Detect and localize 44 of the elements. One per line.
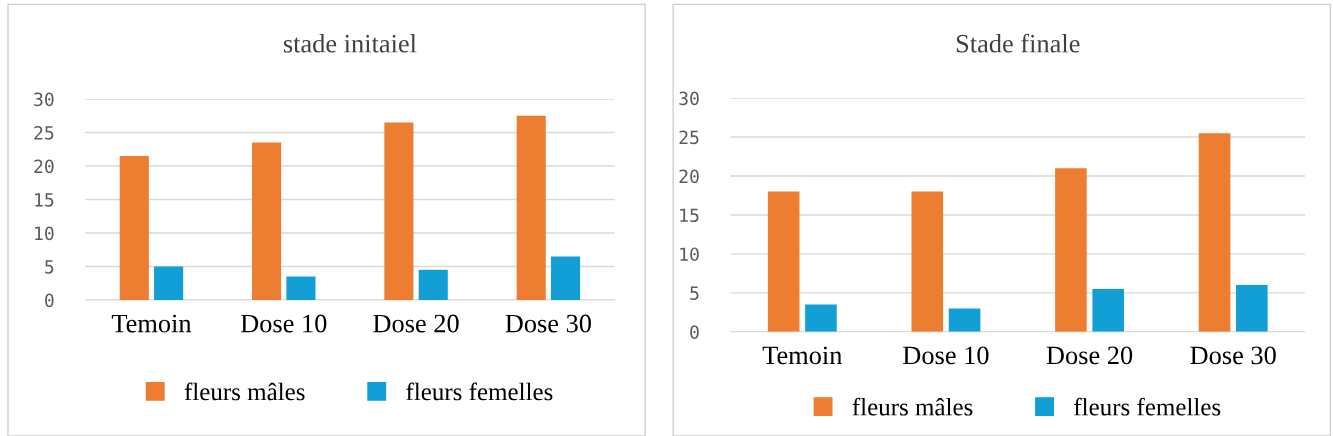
bar <box>911 191 944 332</box>
y-tick-label: 5 <box>45 260 54 274</box>
x-tick-label: Dose 10 <box>903 346 989 365</box>
chart-title: stade initaiel <box>283 34 417 53</box>
y-tick-label: 20 <box>34 159 54 174</box>
y-tick-label: 30 <box>679 91 699 106</box>
bar <box>1092 288 1124 332</box>
y-tick-label: 10 <box>680 247 699 262</box>
bar <box>286 276 316 300</box>
y-tick-label: 25 <box>679 130 699 145</box>
bar <box>1236 285 1268 332</box>
x-tick-label: Dose 10 <box>240 314 327 333</box>
legend-label: fleurs femelles <box>1074 397 1221 416</box>
bar <box>252 142 282 300</box>
chart-title: Stade finale <box>956 33 1080 53</box>
x-tick-label: Dose 30 <box>1190 346 1276 365</box>
y-tick-label: 0 <box>690 325 699 339</box>
legend-label: fleurs mâles <box>184 382 305 401</box>
y-tick-label: 0 <box>45 293 54 308</box>
bar <box>418 269 448 300</box>
y-tick-label: 20 <box>679 169 699 184</box>
bar <box>154 266 184 300</box>
bar <box>384 122 414 300</box>
y-tick-label: 5 <box>690 286 699 301</box>
bar <box>1055 168 1087 332</box>
x-tick-label: Dose 20 <box>1046 346 1133 365</box>
y-tick-label: 30 <box>34 92 54 107</box>
x-tick-label: Dose 20 <box>373 314 459 333</box>
bar <box>948 308 981 332</box>
bar <box>767 191 800 332</box>
y-tick-label: 10 <box>35 226 54 241</box>
legend-label: fleurs femelles <box>406 382 553 401</box>
bar <box>516 115 546 300</box>
bar <box>1198 133 1231 332</box>
y-tick-label: 15 <box>680 208 699 223</box>
x-tick-label: Dose 30 <box>505 314 591 333</box>
x-tick-label: Temoin <box>762 346 843 365</box>
bar <box>550 256 581 300</box>
legend-label: fleurs mâles <box>852 397 973 416</box>
y-tick-label: 15 <box>35 193 54 207</box>
x-tick-label: Temoin <box>111 314 192 333</box>
bar <box>119 155 149 300</box>
y-tick-label: 25 <box>34 125 54 140</box>
bar <box>805 304 837 332</box>
